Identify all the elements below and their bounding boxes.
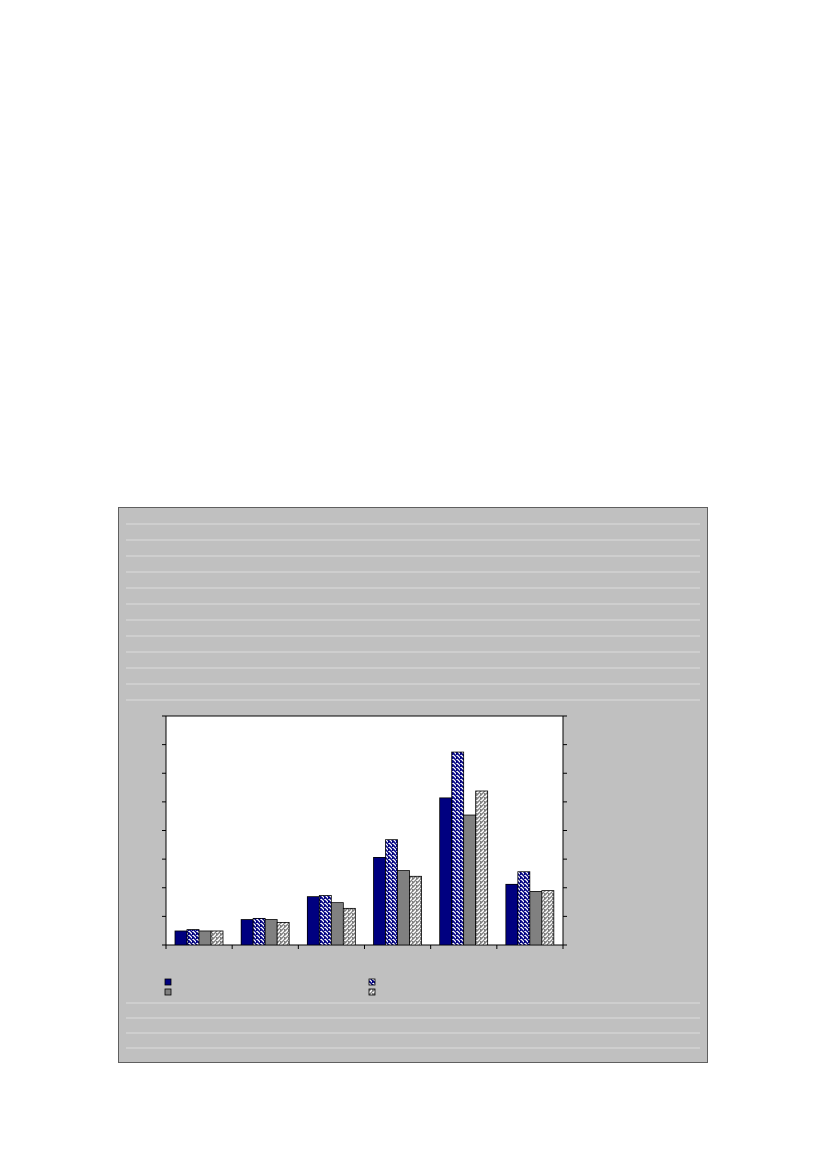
bar-series-1 <box>306 896 320 946</box>
bar-series-4 <box>475 790 489 946</box>
bar-series-2 <box>252 917 266 946</box>
bar-series-3 <box>463 814 477 946</box>
bar-series-3 <box>264 919 278 946</box>
bar-series-3 <box>330 902 344 946</box>
bar-series-1 <box>373 857 386 946</box>
bar-series-1 <box>505 883 519 946</box>
bar-series-4 <box>210 930 224 946</box>
plot-area <box>165 715 564 946</box>
legend-swatch-series-4 <box>368 988 376 996</box>
bar-series-4 <box>342 907 356 946</box>
bar-series-3 <box>397 870 410 946</box>
bar-series-2 <box>318 895 332 946</box>
legend-swatch-series-3 <box>164 988 172 996</box>
bar-series-4 <box>409 875 422 946</box>
bar-series-3 <box>529 891 543 946</box>
bar-series-3 <box>198 930 212 946</box>
bar-series-2 <box>451 751 465 946</box>
bar-series-2 <box>517 871 531 946</box>
legend-swatch-series-1 <box>164 978 172 986</box>
bar-series-2 <box>186 929 200 946</box>
bar-series-2 <box>385 839 398 946</box>
legend-swatch-series-2 <box>368 978 376 986</box>
bar-series-4 <box>276 921 290 946</box>
bar-series-1 <box>240 919 254 946</box>
bar-series-1 <box>174 930 188 946</box>
bar-series-1 <box>439 797 453 946</box>
bar-series-4 <box>541 890 555 946</box>
